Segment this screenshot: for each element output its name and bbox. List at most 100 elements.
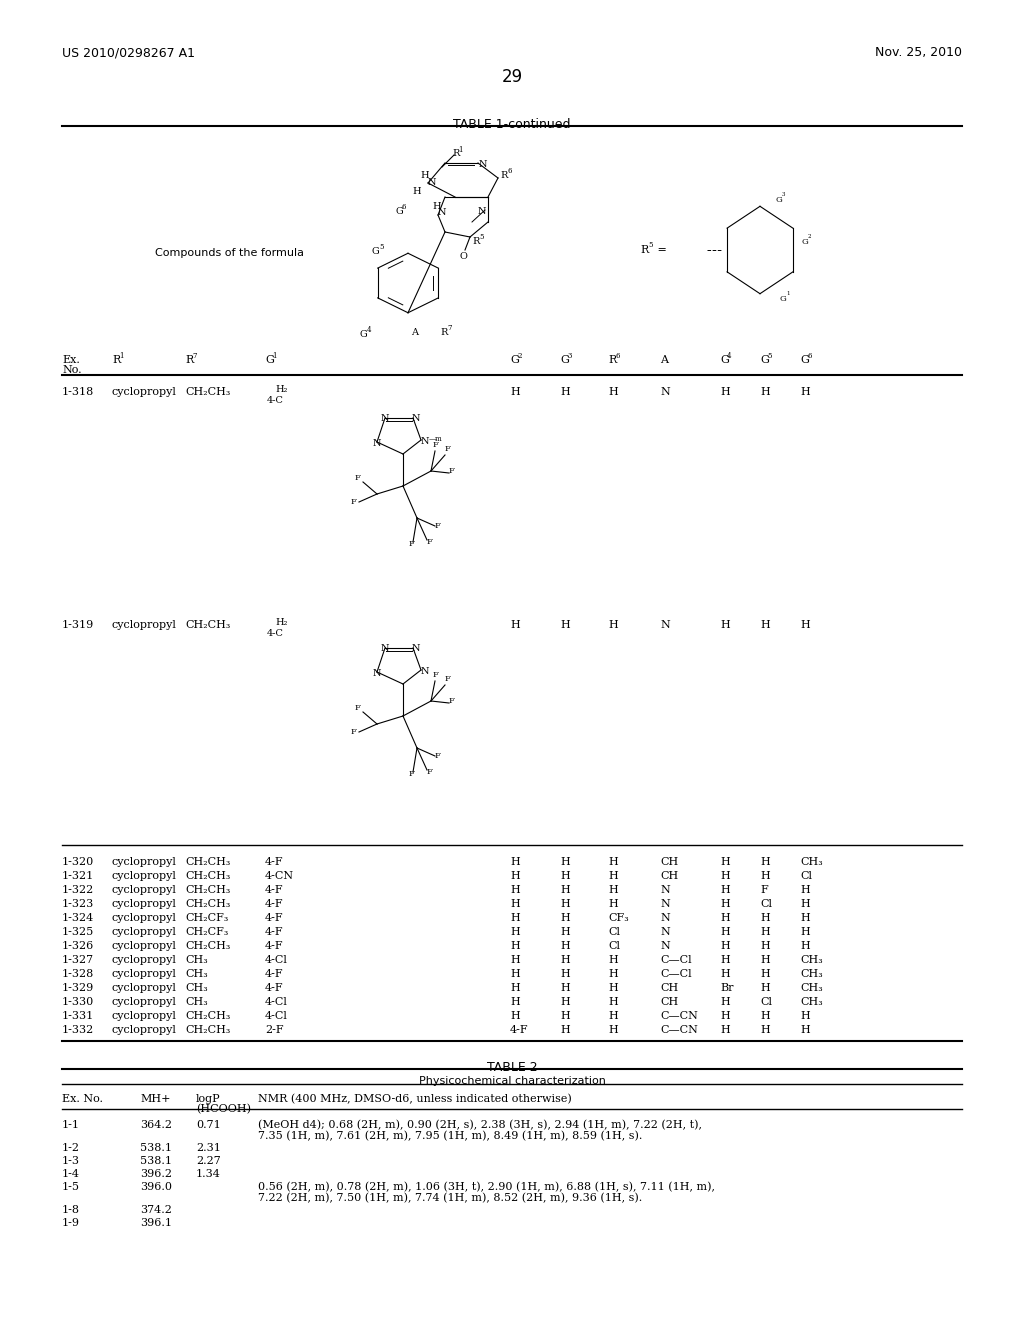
Text: 1: 1 — [272, 352, 276, 360]
Text: G: G — [776, 195, 782, 205]
Text: 6: 6 — [615, 352, 620, 360]
Text: cyclopropyl: cyclopropyl — [112, 620, 177, 630]
Text: CH₂CH₃: CH₂CH₃ — [185, 884, 230, 895]
Text: 4-Cl: 4-Cl — [265, 954, 288, 965]
Text: 1-330: 1-330 — [62, 997, 94, 1007]
Text: 1-1: 1-1 — [62, 1119, 80, 1130]
Text: —: — — [429, 436, 437, 444]
Text: CH₃: CH₃ — [185, 983, 208, 993]
Text: N: N — [381, 414, 389, 422]
Text: H: H — [560, 884, 569, 895]
Text: F: F — [355, 474, 360, 482]
Text: 4-F: 4-F — [510, 1026, 528, 1035]
Text: 1-5: 1-5 — [62, 1181, 80, 1192]
Text: 5: 5 — [479, 234, 483, 242]
Text: H: H — [800, 1026, 810, 1035]
Text: H: H — [760, 871, 770, 880]
Text: cyclopropyl: cyclopropyl — [112, 913, 177, 923]
Text: 1-323: 1-323 — [62, 899, 94, 909]
Text: Cl: Cl — [800, 871, 812, 880]
Text: H: H — [510, 927, 520, 937]
Text: G: G — [360, 330, 368, 339]
Text: H: H — [760, 913, 770, 923]
Text: H: H — [432, 202, 440, 211]
Text: 1-322: 1-322 — [62, 884, 94, 895]
Text: H: H — [720, 884, 730, 895]
Text: 1-328: 1-328 — [62, 969, 94, 979]
Text: H: H — [760, 983, 770, 993]
Text: N: N — [421, 437, 429, 446]
Text: H: H — [510, 884, 520, 895]
Text: G: G — [265, 355, 273, 366]
Text: H: H — [800, 941, 810, 950]
Text: R: R — [452, 149, 460, 158]
Text: CH: CH — [660, 983, 678, 993]
Text: 1-332: 1-332 — [62, 1026, 94, 1035]
Text: F: F — [449, 697, 455, 705]
Text: cyclopropyl: cyclopropyl — [112, 927, 177, 937]
Text: F: F — [433, 441, 439, 449]
Text: H: H — [560, 997, 569, 1007]
Text: cyclopropyl: cyclopropyl — [112, 871, 177, 880]
Text: 2.27: 2.27 — [196, 1156, 221, 1166]
Text: F: F — [351, 498, 357, 506]
Text: G: G — [720, 355, 729, 366]
Text: 2.31: 2.31 — [196, 1143, 221, 1152]
Text: 4-F: 4-F — [265, 884, 284, 895]
Text: m: m — [435, 436, 441, 444]
Text: N: N — [660, 387, 670, 397]
Text: H: H — [760, 857, 770, 867]
Text: H₂: H₂ — [275, 618, 288, 627]
Text: cyclopropyl: cyclopropyl — [112, 997, 177, 1007]
Text: H: H — [800, 1011, 810, 1020]
Text: G: G — [395, 207, 402, 216]
Text: R: R — [185, 355, 194, 366]
Text: 1-4: 1-4 — [62, 1170, 80, 1179]
Text: 2: 2 — [808, 234, 811, 239]
Text: logP: logP — [196, 1094, 220, 1104]
Text: 1-327: 1-327 — [62, 954, 94, 965]
Text: Cl: Cl — [608, 941, 620, 950]
Text: F: F — [355, 704, 360, 711]
Text: No.: No. — [62, 366, 82, 375]
Text: 5: 5 — [379, 243, 384, 251]
Text: cyclopropyl: cyclopropyl — [112, 969, 177, 979]
Text: 5: 5 — [648, 242, 652, 249]
Text: H: H — [560, 1026, 569, 1035]
Text: H: H — [560, 941, 569, 950]
Text: H: H — [560, 899, 569, 909]
Text: CF₃: CF₃ — [608, 913, 629, 923]
Text: N: N — [412, 414, 421, 422]
Text: H: H — [760, 954, 770, 965]
Text: 3: 3 — [567, 352, 571, 360]
Text: =: = — [654, 246, 667, 255]
Text: CH₂CH₃: CH₂CH₃ — [185, 857, 230, 867]
Text: H: H — [510, 387, 520, 397]
Text: cyclopropyl: cyclopropyl — [112, 1011, 177, 1020]
Text: H: H — [510, 913, 520, 923]
Text: CH₃: CH₃ — [800, 969, 822, 979]
Text: cyclopropyl: cyclopropyl — [112, 983, 177, 993]
Text: CH₃: CH₃ — [800, 983, 822, 993]
Text: F: F — [409, 540, 415, 548]
Text: CH: CH — [660, 857, 678, 867]
Text: 1-324: 1-324 — [62, 913, 94, 923]
Text: N: N — [412, 644, 421, 653]
Text: 538.1: 538.1 — [140, 1156, 172, 1166]
Text: US 2010/0298267 A1: US 2010/0298267 A1 — [62, 46, 195, 59]
Text: 0.71: 0.71 — [196, 1119, 221, 1130]
Text: C—Cl: C—Cl — [660, 969, 691, 979]
Text: 4-F: 4-F — [265, 941, 284, 950]
Text: 364.2: 364.2 — [140, 1119, 172, 1130]
Text: H: H — [608, 1026, 617, 1035]
Text: 4-C: 4-C — [267, 630, 284, 638]
Text: 1-3: 1-3 — [62, 1156, 80, 1166]
Text: 6: 6 — [401, 203, 406, 211]
Text: 2: 2 — [517, 352, 521, 360]
Text: H: H — [720, 1011, 730, 1020]
Text: H: H — [720, 927, 730, 937]
Text: N: N — [479, 160, 487, 169]
Text: H: H — [560, 387, 569, 397]
Text: cyclopropyl: cyclopropyl — [112, 941, 177, 950]
Text: G: G — [800, 355, 809, 366]
